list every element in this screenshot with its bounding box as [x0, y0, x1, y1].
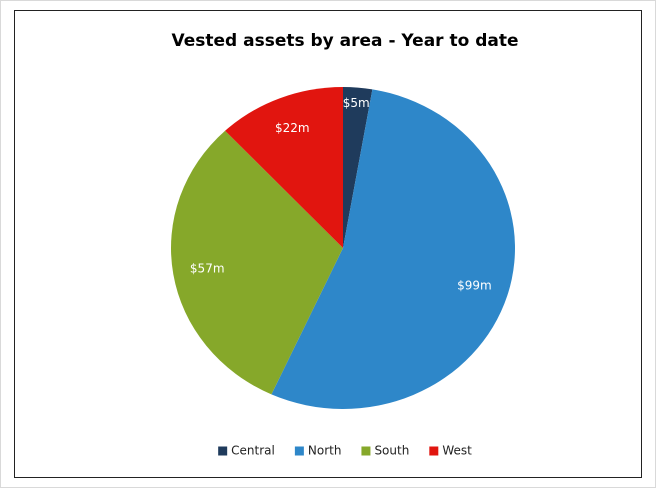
legend-label: Central — [231, 444, 275, 458]
data-label: $22m — [275, 121, 310, 135]
legend-label: West — [442, 444, 472, 458]
legend-swatch — [429, 446, 439, 456]
chart-title: Vested assets by area - Year to date — [171, 31, 518, 51]
legend-swatch — [294, 446, 304, 456]
legend-swatch — [361, 446, 371, 456]
legend-item: Central — [218, 444, 275, 458]
legend-item: North — [294, 444, 342, 458]
data-label: $57m — [190, 261, 225, 275]
pie-slice — [170, 130, 343, 395]
pie-slice — [343, 87, 373, 248]
pie: $5m $99m $57m $22m — [170, 87, 515, 409]
legend-label: South — [374, 444, 409, 458]
pie-slice — [225, 87, 343, 248]
data-label: $5m — [343, 96, 370, 110]
pie-slice — [271, 89, 515, 409]
legend-item: West — [429, 444, 472, 458]
legend: Central North South West — [218, 444, 472, 458]
legend-label: North — [308, 444, 342, 458]
legend-swatch — [218, 446, 228, 456]
legend-item: South — [361, 444, 409, 458]
data-label: $99m — [457, 279, 492, 293]
